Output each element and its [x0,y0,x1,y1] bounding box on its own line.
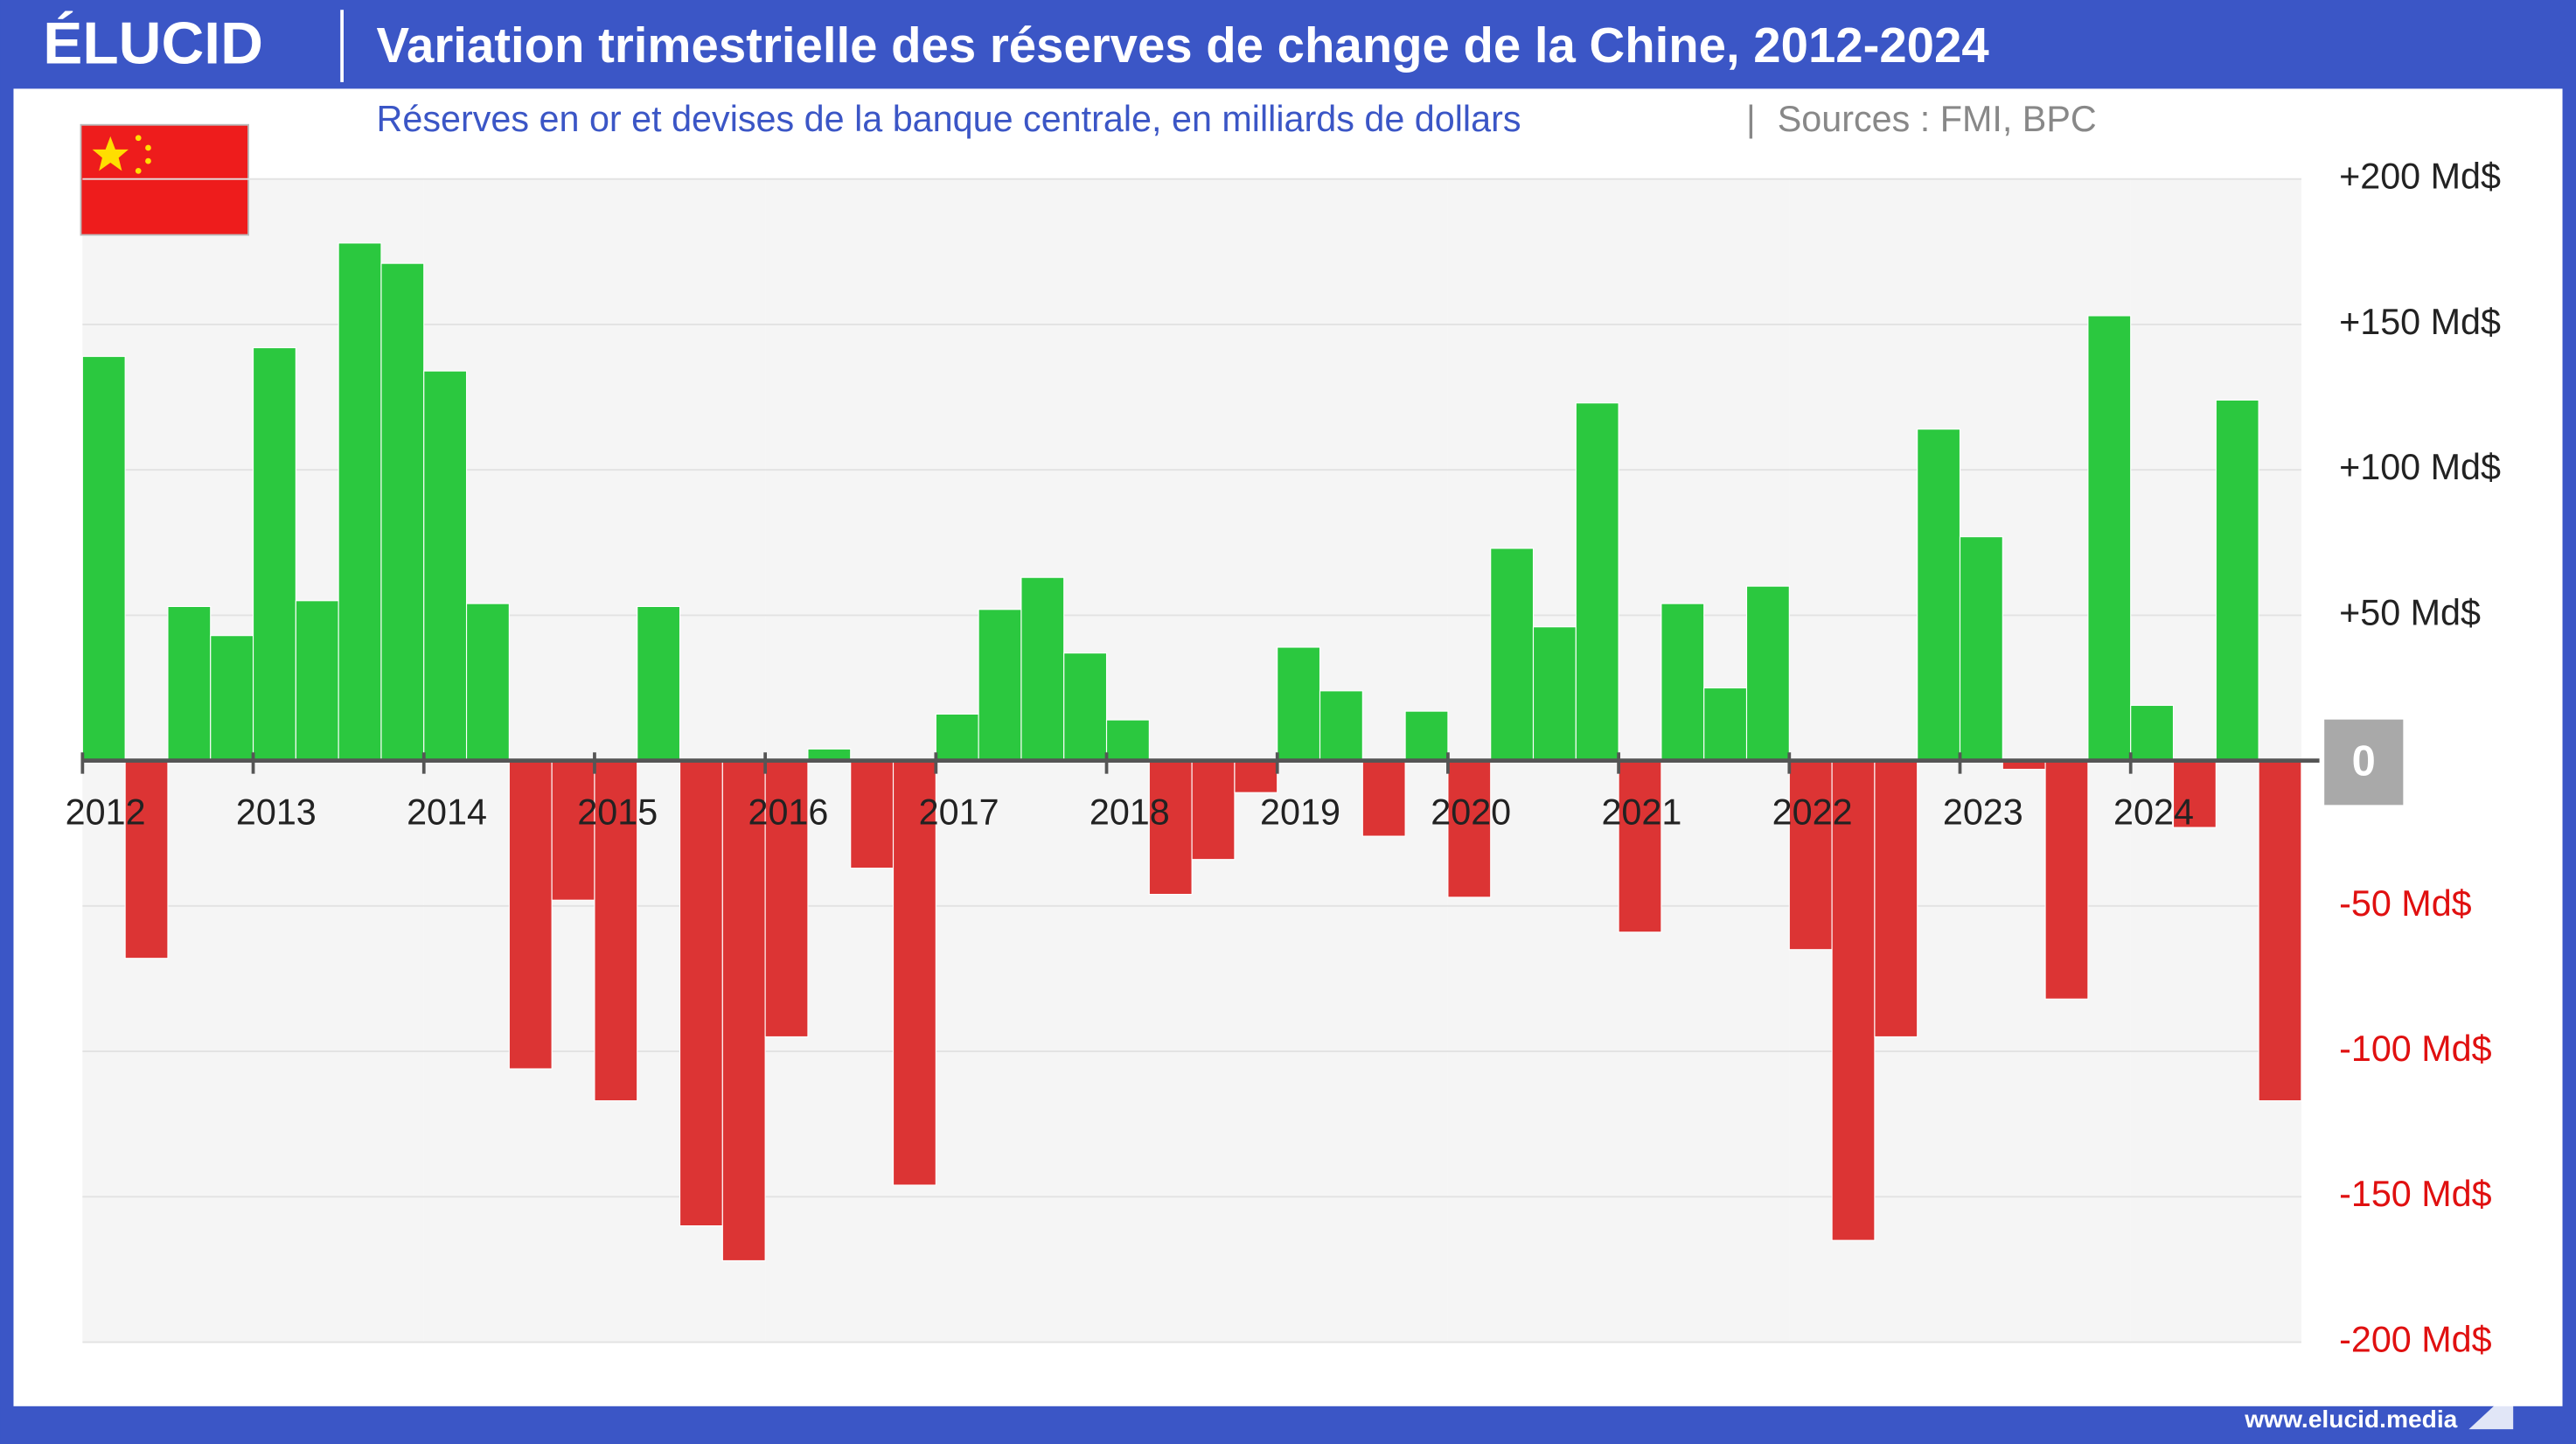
y-tick-label: -150 Md$ [2339,1174,2492,1214]
bar [1917,429,1961,762]
flag-star [92,136,129,171]
y-tick-label: +150 Md$ [2339,302,2501,342]
zero-label-box [2324,719,2404,806]
y-tick-label: -200 Md$ [2339,1319,2492,1359]
bar [2215,399,2259,762]
x-tick-label: 2023 [1943,792,2023,833]
x-tick-label: 2018 [1090,792,1170,833]
chart-title: Variation trimestrielle des réserves de … [377,17,1990,73]
x-tick-label: 2017 [919,792,999,833]
bar [124,760,169,959]
flag-star [135,167,142,174]
bar [1490,548,1535,762]
bar [252,346,296,762]
bar [1404,710,1449,762]
x-tick-label: 2012 [66,792,146,833]
bar [1319,690,1363,762]
bar [978,609,1022,762]
bar [594,760,638,1102]
bar [1277,646,1321,762]
x-tick-label: 2022 [1772,792,1853,833]
bar [465,603,510,762]
bar [2258,760,2302,1102]
y-tick-label: -50 Md$ [2339,883,2472,924]
bar [423,370,468,762]
separator-mark: | [1746,99,1756,139]
bar [1191,760,1236,861]
bar [1148,760,1193,896]
y-tick-label: +50 Md$ [2339,592,2481,632]
bar [1618,760,1662,933]
x-tick-label: 2024 [2113,792,2194,833]
flag-star [145,157,151,164]
bar [81,355,126,762]
source: Sources : FMI, BPC [1778,99,2097,139]
bar [1020,576,1065,762]
bar [210,635,254,762]
flag-star [145,144,151,151]
bar [295,600,339,762]
bar [1234,760,1278,793]
y-tick-label: +200 Md$ [2339,157,2501,197]
x-tick-label: 2016 [748,792,828,833]
bar [1703,687,1748,762]
bar [2172,760,2217,828]
bar [721,760,766,1262]
bar [551,760,595,901]
y-tick-label: -100 Md$ [2339,1029,2492,1069]
bar [2087,315,2132,762]
bar [892,760,936,1186]
bar [1575,402,1619,762]
bar [1660,603,1705,762]
bar [1959,536,2003,762]
bar [1788,760,1833,951]
bar [1745,585,1790,762]
logo: ÉLUCID [43,10,263,76]
bar [2130,704,2175,762]
x-tick-label: 2013 [236,792,317,833]
bar [1105,719,1150,762]
bar [935,713,979,762]
website: www.elucid.media [2244,1405,2457,1433]
bar [1874,760,1918,1038]
bar [338,242,382,762]
bar [1447,760,1492,898]
bar [2044,760,2089,1000]
bar [508,760,553,1070]
flag-star [135,135,142,142]
x-tick-label: 2021 [1601,792,1681,833]
bar [380,262,425,762]
x-tick-label: 2020 [1431,792,1511,833]
bar [637,605,681,762]
bar [1361,760,1406,837]
bar [1532,626,1577,762]
bar [167,605,212,762]
bar [1063,652,1108,762]
subtitle: Réserves en or et devises de la banque c… [377,99,1521,139]
x-tick-label: 2015 [577,792,658,833]
x-tick-label: 2019 [1260,792,1340,833]
y-tick-label: 0 [2352,737,2376,785]
x-tick-label: 2014 [407,792,487,833]
y-tick-label: +100 Md$ [2339,447,2501,487]
bar [1831,760,1876,1241]
bar [764,760,809,1038]
bar [850,760,895,869]
bar [679,760,723,1227]
